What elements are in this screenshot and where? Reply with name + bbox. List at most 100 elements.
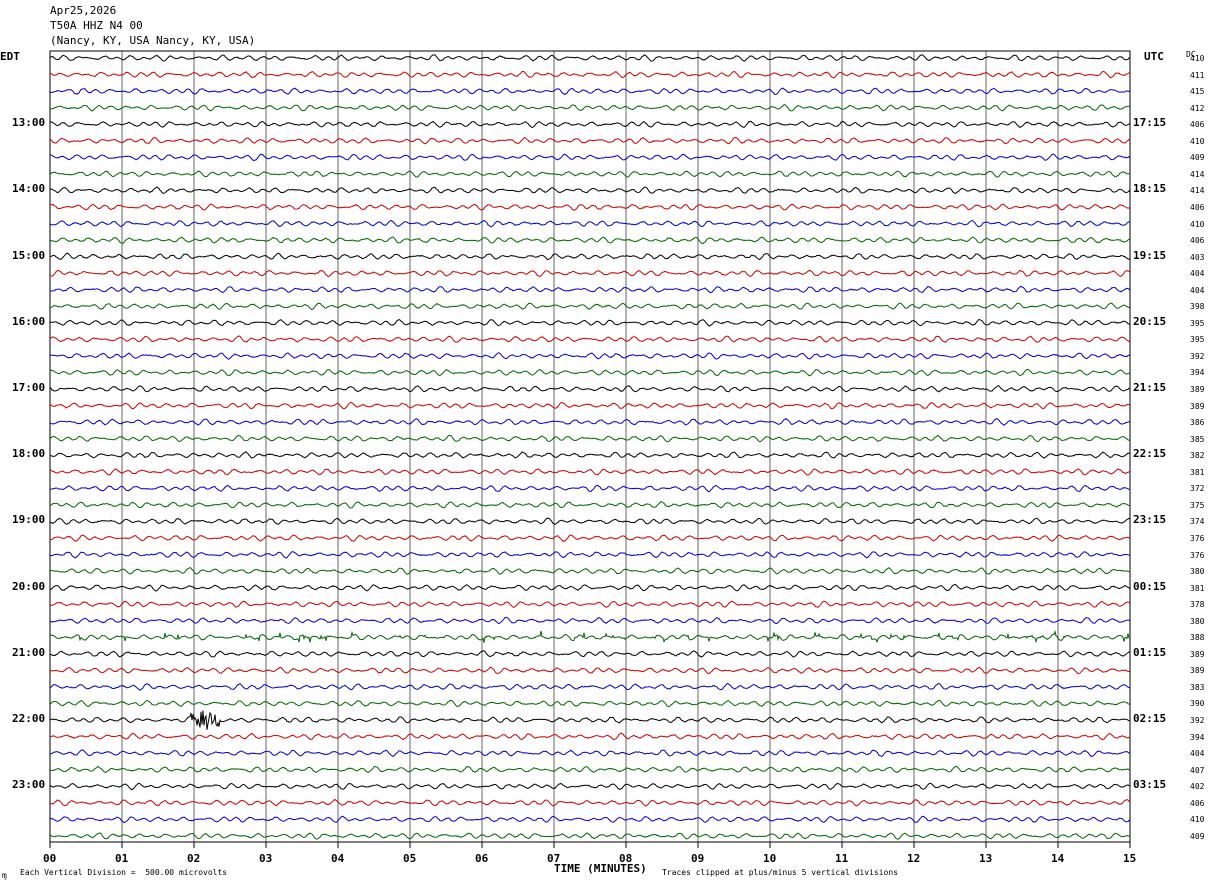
x-axis-title: TIME (MINUTES) xyxy=(554,862,647,875)
dc-offset-value: 394 xyxy=(1190,732,1205,742)
header-station: T50A HHZ N4 00 xyxy=(50,19,143,32)
trace-line xyxy=(49,600,1131,608)
dc-offset-value: 375 xyxy=(1190,500,1205,510)
trace-line xyxy=(49,87,1131,96)
dc-offset-value: 411 xyxy=(1190,70,1205,80)
edt-hour-label: 15:00 xyxy=(12,248,46,262)
trace-line xyxy=(49,104,1131,112)
utc-hour-label: 18:15 xyxy=(1133,182,1167,196)
trace-line xyxy=(49,517,1131,525)
dc-offset-value: 390 xyxy=(1190,699,1205,709)
dc-offset-value: 410 xyxy=(1190,219,1205,229)
dc-offset-value: 403 xyxy=(1190,252,1205,262)
edt-hour-label: 14:00 xyxy=(12,182,46,196)
trace-line xyxy=(49,710,1131,730)
dc-offset-value: 389 xyxy=(1190,385,1205,394)
utc-hour-label: 02:15 xyxy=(1133,712,1167,725)
dc-offset-value: 376 xyxy=(1190,533,1205,543)
trace-line xyxy=(49,616,1131,625)
utc-hour-label: 20:15 xyxy=(1133,314,1167,328)
dc-offset-value: 406 xyxy=(1190,236,1205,246)
dc-offset-value: 394 xyxy=(1190,368,1205,378)
trace-line xyxy=(49,666,1131,675)
dc-offset-value: 395 xyxy=(1190,335,1205,345)
trace-line xyxy=(49,451,1131,459)
trace-line xyxy=(49,120,1131,129)
trace-line xyxy=(49,418,1131,426)
utc-hour-label: 00:15 xyxy=(1133,579,1167,593)
dc-offset-value: 389 xyxy=(1190,649,1205,659)
x-tick-label: 11 xyxy=(835,852,849,865)
edt-hour-label: 23:00 xyxy=(12,778,46,792)
dc-offset-value: 374 xyxy=(1190,517,1205,527)
dc-offset-value: 409 xyxy=(1190,831,1205,841)
dc-offset-value: 395 xyxy=(1190,318,1205,328)
x-tick-label: 02 xyxy=(187,852,201,865)
dc-offset-value: 381 xyxy=(1190,467,1205,477)
utc-zone-label: UTC xyxy=(1144,50,1164,63)
dc-offset-value: 381 xyxy=(1190,583,1205,593)
dc-offset-value: 404 xyxy=(1190,749,1205,759)
dc-offset-value: 388 xyxy=(1190,633,1205,643)
trace-line xyxy=(49,650,1131,658)
dc-offset-value: 412 xyxy=(1190,103,1205,113)
dc-offset-value: 392 xyxy=(1190,351,1205,361)
dc-offset-value: 414 xyxy=(1190,169,1205,179)
trace-line xyxy=(49,732,1131,741)
dc-offset-value: 389 xyxy=(1190,666,1205,676)
trace-line xyxy=(49,782,1131,791)
trace-line xyxy=(49,815,1131,824)
trace-line xyxy=(49,368,1131,377)
dc-offset-value: 410 xyxy=(1190,815,1205,825)
trace-line xyxy=(49,170,1131,178)
utc-hour-label: 17:15 xyxy=(1133,116,1167,130)
trace-line xyxy=(49,765,1131,774)
trace-line xyxy=(49,832,1131,840)
utc-hour-label: 21:15 xyxy=(1133,381,1167,394)
x-tick-label: 06 xyxy=(475,852,489,865)
trace-line xyxy=(49,352,1131,360)
dc-offset-value: 372 xyxy=(1190,484,1205,494)
x-tick-label: 09 xyxy=(691,852,705,865)
dc-header: DC xyxy=(1186,50,1196,59)
footer-clip-note: Traces clipped at plus/minus 5 vertical … xyxy=(662,868,899,877)
edt-hour-label: 16:00 xyxy=(12,314,46,328)
x-tick-label: 13 xyxy=(979,852,993,865)
trace-line xyxy=(49,798,1131,807)
dc-offset-value: 404 xyxy=(1190,269,1205,279)
utc-hour-label: 19:15 xyxy=(1133,248,1167,262)
trace-line xyxy=(49,534,1131,542)
dc-offset-value: 378 xyxy=(1190,600,1205,610)
dc-offset-value: 385 xyxy=(1190,434,1205,444)
edt-hour-label: 18:00 xyxy=(12,447,46,461)
dc-offset-value: 398 xyxy=(1190,302,1205,312)
trace-line xyxy=(49,567,1131,575)
trace-line xyxy=(49,749,1131,758)
trace-line xyxy=(49,629,1131,644)
x-tick-label: 12 xyxy=(907,852,921,865)
dc-offset-value: 415 xyxy=(1190,87,1205,97)
x-tick-label: 01 xyxy=(115,852,129,865)
header-date: Apr25,2026 xyxy=(50,4,117,17)
dc-offset-value: 407 xyxy=(1190,765,1205,775)
edt-hour-label: 13:00 xyxy=(12,116,46,130)
header-location: (Nancy, KY, USA Nancy, KY, USA) xyxy=(50,34,256,47)
dc-offset-value: 376 xyxy=(1190,550,1205,560)
trace-line xyxy=(49,484,1131,493)
x-tick-label: 05 xyxy=(403,852,417,865)
dc-offset-value: 383 xyxy=(1190,682,1205,692)
trace-line xyxy=(49,401,1131,410)
dc-offset-value: 414 xyxy=(1190,186,1205,196)
utc-hour-label: 23:15 xyxy=(1133,513,1167,527)
x-tick-label: 14 xyxy=(1051,852,1065,865)
trace-line xyxy=(49,335,1131,343)
dc-offset-value: 380 xyxy=(1190,567,1205,577)
dc-offset-value: 386 xyxy=(1190,418,1205,428)
edt-zone-label: EDT xyxy=(0,50,20,63)
trace-line xyxy=(49,682,1131,691)
trace-line xyxy=(49,203,1131,211)
x-tick-label: 07 xyxy=(547,852,561,865)
trace-line xyxy=(49,219,1131,228)
plot-frame xyxy=(49,50,1131,843)
edt-hour-label: 17:00 xyxy=(12,381,46,394)
